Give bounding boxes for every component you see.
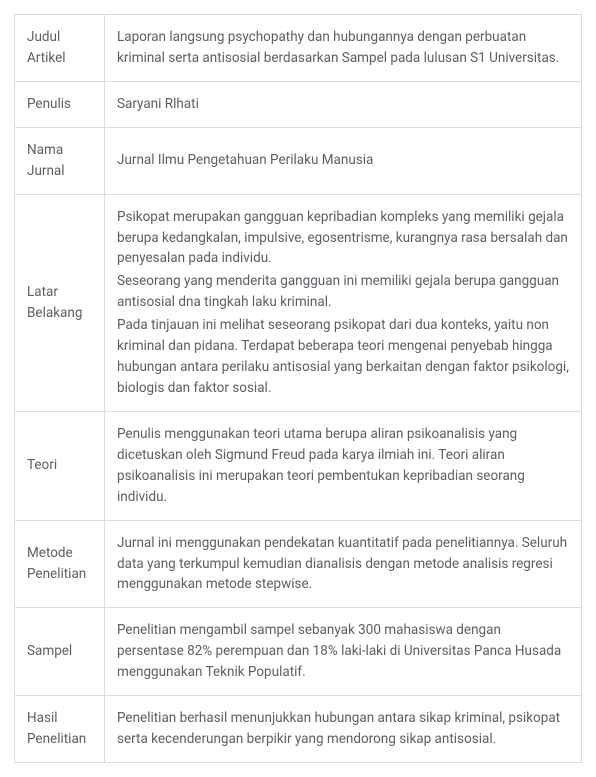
row-value: Laporan langsung psychopathy dan hubunga… [105, 15, 582, 82]
row-value: Jurnal Ilmu Pengetahuan Perilaku Manusia [105, 127, 582, 194]
row-value: Penulis menggunakan teori utama berupa a… [105, 411, 582, 520]
row-label: Metode Penelitian [15, 520, 105, 608]
review-table-body: Judul ArtikelLaporan langsung psychopath… [15, 15, 582, 763]
row-value-paragraph: Pada tinjauan ini melihat seseorang psik… [117, 315, 569, 399]
table-row: TeoriPenulis menggunakan teori utama ber… [15, 411, 582, 520]
row-value: Penelitian mengambil sampel sebanyak 300… [105, 608, 582, 696]
row-label: Penulis [15, 81, 105, 127]
table-row: Hasil PenelitianPenelitian berhasil menu… [15, 696, 582, 763]
row-value: Penelitian berhasil menunjukkan hubungan… [105, 696, 582, 763]
row-value: Saryani Rlhati [105, 81, 582, 127]
table-row: SampelPenelitian mengambil sampel sebany… [15, 608, 582, 696]
row-value: Jurnal ini menggunakan pendekatan kuanti… [105, 520, 582, 608]
table-row: Latar BelakangPsikopat merupakan ganggua… [15, 194, 582, 411]
table-row: Judul ArtikelLaporan langsung psychopath… [15, 15, 582, 82]
row-value-paragraph: Psikopat merupakan gangguan kepribadian … [117, 207, 569, 270]
review-table: Judul ArtikelLaporan langsung psychopath… [14, 14, 582, 763]
table-row: PenulisSaryani Rlhati [15, 81, 582, 127]
row-label: Hasil Penelitian [15, 696, 105, 763]
row-label: Nama Jurnal [15, 127, 105, 194]
table-row: Nama JurnalJurnal Ilmu Pengetahuan Peril… [15, 127, 582, 194]
row-label: Latar Belakang [15, 194, 105, 411]
row-value: Psikopat merupakan gangguan kepribadian … [105, 194, 582, 411]
row-label: Teori [15, 411, 105, 520]
row-label: Sampel [15, 608, 105, 696]
table-row: Metode PenelitianJurnal ini menggunakan … [15, 520, 582, 608]
row-label: Judul Artikel [15, 15, 105, 82]
row-value-paragraph: Seseorang yang menderita gangguan ini me… [117, 271, 569, 313]
